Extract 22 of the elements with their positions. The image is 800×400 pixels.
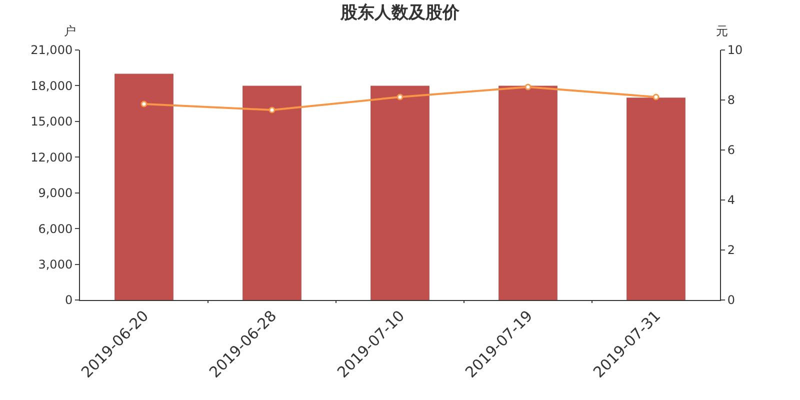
y-tick-label: 0 [64, 293, 73, 308]
y-tick-label: 18,000 [30, 78, 73, 93]
y-tick-label: 9,000 [38, 186, 73, 200]
y2-tick-label: 6 [727, 143, 736, 158]
point [140, 100, 148, 108]
y2-tick-label: 0 [727, 293, 736, 308]
y-tick-label: 21,000 [30, 43, 73, 58]
point [268, 106, 276, 114]
y-tick-label: 3,000 [38, 257, 73, 272]
chart-title: 股东人数及股价 [340, 2, 460, 23]
y2-tick-label: 4 [727, 193, 736, 208]
y-tick-label: 6,000 [38, 222, 73, 236]
y2-tick-label: 8 [727, 93, 736, 108]
y-tick-label: 12,000 [30, 150, 73, 164]
y-tick-label: 15,000 [30, 114, 73, 129]
point [396, 94, 404, 100]
y2-tick-label: 10 [727, 43, 743, 58]
point [524, 84, 532, 90]
y2-axis-title: 元 [716, 24, 728, 38]
point [652, 94, 660, 100]
y-axis-title: 户 [64, 24, 76, 38]
y2-tick-label: 2 [727, 243, 736, 258]
